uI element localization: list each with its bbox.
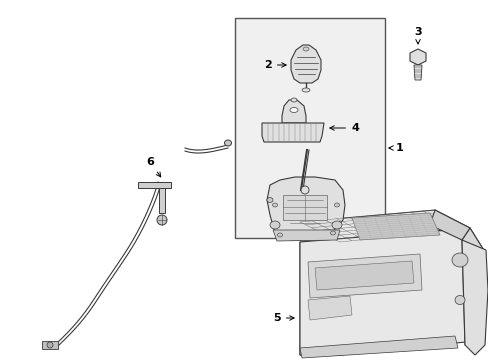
Ellipse shape xyxy=(277,233,282,237)
Ellipse shape xyxy=(290,98,296,102)
Polygon shape xyxy=(262,123,324,142)
Bar xyxy=(235,18,384,238)
Text: 3: 3 xyxy=(413,27,421,44)
Polygon shape xyxy=(290,45,320,83)
Ellipse shape xyxy=(334,203,339,207)
Text: 1: 1 xyxy=(388,143,403,153)
Text: 2: 2 xyxy=(264,60,285,70)
Polygon shape xyxy=(307,296,351,320)
Ellipse shape xyxy=(47,342,53,348)
Polygon shape xyxy=(266,177,345,240)
Ellipse shape xyxy=(157,215,167,225)
Ellipse shape xyxy=(302,88,309,92)
Polygon shape xyxy=(42,341,58,349)
Polygon shape xyxy=(272,230,339,241)
Ellipse shape xyxy=(301,186,308,194)
Polygon shape xyxy=(159,188,164,213)
Polygon shape xyxy=(409,49,425,65)
Ellipse shape xyxy=(289,108,297,113)
Ellipse shape xyxy=(330,231,335,235)
Ellipse shape xyxy=(454,296,464,305)
Text: 4: 4 xyxy=(329,123,358,133)
Polygon shape xyxy=(461,240,487,355)
Ellipse shape xyxy=(266,198,272,202)
Ellipse shape xyxy=(331,221,341,229)
Polygon shape xyxy=(429,210,469,240)
Ellipse shape xyxy=(451,253,467,267)
Polygon shape xyxy=(314,261,413,290)
Polygon shape xyxy=(299,210,469,242)
Polygon shape xyxy=(351,213,439,240)
Polygon shape xyxy=(138,182,171,188)
Polygon shape xyxy=(299,336,457,358)
Polygon shape xyxy=(299,242,339,355)
Polygon shape xyxy=(461,228,484,345)
Polygon shape xyxy=(299,228,484,355)
Polygon shape xyxy=(282,100,305,123)
Bar xyxy=(283,195,326,220)
Ellipse shape xyxy=(269,221,280,229)
Ellipse shape xyxy=(272,203,277,207)
Ellipse shape xyxy=(303,47,308,51)
Ellipse shape xyxy=(224,140,231,146)
Polygon shape xyxy=(413,65,421,80)
Text: 5: 5 xyxy=(273,313,293,323)
Polygon shape xyxy=(307,254,421,298)
Text: 6: 6 xyxy=(146,157,161,177)
